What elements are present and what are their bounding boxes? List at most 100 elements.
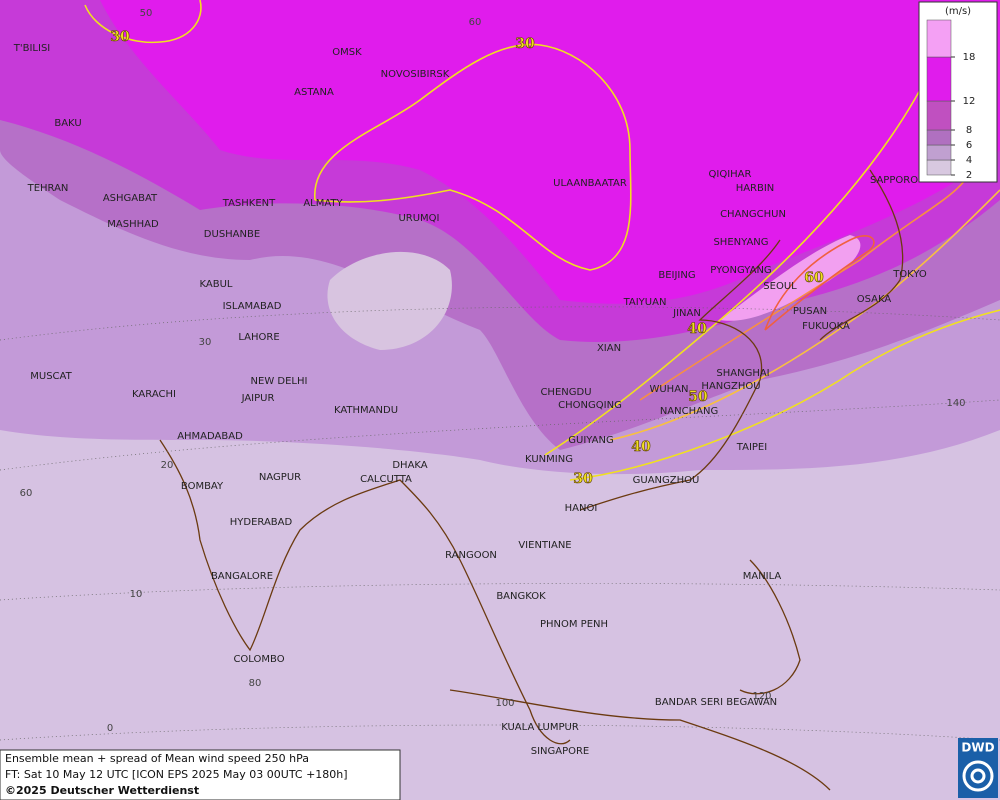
city-label: MASHHAD [107,219,159,230]
grid-label: 20 [161,460,174,471]
graticule-line [0,583,1000,601]
city-label: DHAKA [392,460,427,471]
city-label: XIAN [597,343,621,354]
contour-label: 60 [804,270,824,286]
grid-label: 60 [469,17,482,28]
city-label: NAGPUR [259,472,301,483]
city-label: CALCUTTA [360,474,412,485]
city-label: OSAKA [857,294,892,305]
city-label: SHANGHAI [716,368,769,379]
city-label: PHNOM PENH [540,619,608,630]
grid-label: 100 [495,698,514,709]
legend-tick-label: 18 [963,52,976,63]
city-label: RANGOON [445,550,497,561]
city-label: ASHGABAT [103,193,158,204]
city-label: KATHMANDU [334,405,398,416]
grid-label: 30 [199,337,212,348]
contour-30 [314,43,632,271]
legend-band [926,100,952,131]
city-label: JAIPUR [241,393,275,404]
contours [84,0,1000,481]
city-labels: OMSK NOVOSIBIRSK ASTANA T'BILISI BAKU TEHRAN A… [13,43,927,757]
legend-band [926,144,952,161]
grid-label: 80 [249,678,262,689]
city-label: BANDAR SERI BEGAWAN [655,697,777,708]
logo-box [958,738,998,798]
city-label: GUANGZHOU [633,475,700,486]
contour-label: 30 [110,29,130,45]
grid-label: 120 [752,691,771,702]
contour-30 [544,89,921,456]
city-label: CHONGQING [558,400,622,411]
contour-30 [569,309,1000,481]
legend-tick-label: 12 [963,96,976,107]
legend-unit: (m/s) [945,6,971,17]
legend-tick-label: 8 [966,125,972,136]
city-label: LAHORE [238,332,279,343]
city-label: KARACHI [132,389,176,400]
grid-label: 10 [130,589,143,600]
city-label: OMSK [332,47,362,58]
city-label: SEOUL [763,281,797,292]
coastline [739,559,801,695]
city-label: ASTANA [294,87,334,98]
city-label: TEHRAN [27,183,69,194]
contour-label: 40 [631,439,651,455]
grid-label: 0 [107,723,113,734]
legend-tick-label: 6 [966,140,972,151]
city-label: HYDERABAD [230,517,293,528]
city-label: MANILA [743,571,782,582]
city-label: CHANGCHUN [720,209,786,220]
jet-region [100,0,1000,304]
coastline [579,239,781,511]
logo-icon [962,760,994,792]
city-label: KUALA LUMPUR [501,722,579,733]
caption-line: ©2025 Deutscher Wetterdienst [5,784,199,797]
logo-icon [970,768,986,784]
city-label: SAPPORO [870,175,918,186]
city-label: COLOMBO [233,654,284,665]
city-label: FUKUOKA [802,321,850,332]
city-label: BEIJING [658,270,695,281]
city-label: HARBIN [736,183,775,194]
city-label: URUMQI [398,213,439,224]
city-label: KUNMING [525,454,573,465]
legend-band [926,19,952,58]
legend-scale: 2 4 6 8 12 18 [926,19,976,181]
contour-label: 40 [687,321,707,337]
city-label: JINAN [672,308,701,319]
legend-band [926,129,952,146]
logo: DWD [958,738,998,798]
city-label: PUSAN [793,306,827,317]
city-label: ISLAMABAD [223,301,282,312]
legend-tick-label: 4 [966,155,972,166]
coastline [159,439,571,745]
graticule-line [0,724,1000,741]
caption-line: FT: Sat 10 May 12 UTC [ICON EPS 2025 May… [5,768,348,781]
city-label: KABUL [200,279,233,290]
city-label: QIQIHAR [709,169,752,180]
caption: Ensemble mean + spread of Mean wind spee… [0,749,401,800]
city-label: BANGALORE [211,571,273,582]
city-label: WUHAN [649,384,688,395]
city-label: PYONGYANG [710,265,771,276]
city-label: HANOI [565,503,598,514]
city-label: ALMATY [303,198,343,209]
legend-band [926,56,952,102]
city-label: SHENYANG [713,237,768,248]
contour-50 [639,179,966,401]
city-label: T'BILISI [13,43,50,54]
caption-box [0,749,401,800]
city-label: NEW DELHI [251,376,308,387]
calm-region [327,251,452,350]
contour-40 [609,189,1000,441]
city-label: TAIPEI [736,442,767,453]
city-label: DUSHANBE [204,229,260,240]
coastline [819,169,904,341]
legend-band [926,159,952,176]
city-label: TAIYUAN [623,297,667,308]
contour-label: 30 [515,36,535,52]
logo-text: DWD [961,741,994,755]
